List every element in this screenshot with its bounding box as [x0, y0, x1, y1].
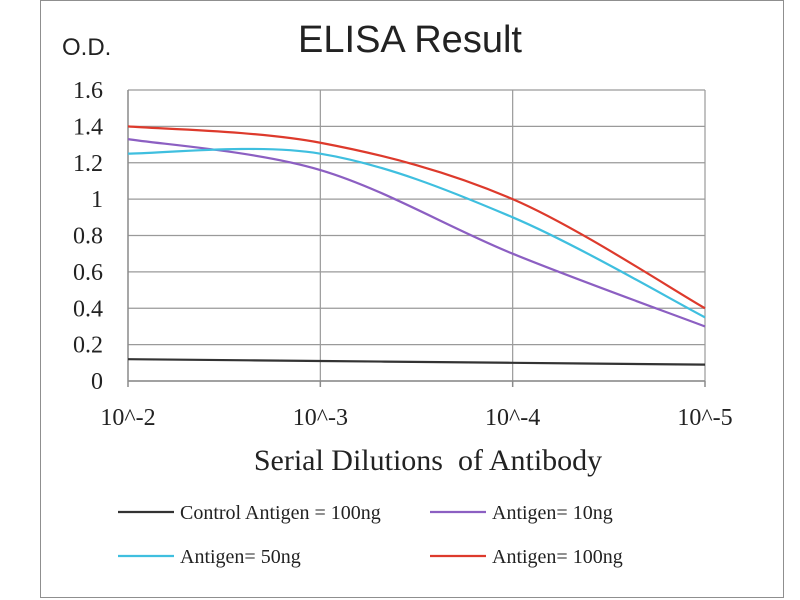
- legend-item: Antigen= 10ng: [430, 502, 613, 524]
- series-line-1: [127, 138, 706, 328]
- x-axis-label: Serial Dilutions of Antibody: [254, 444, 602, 477]
- y-tick-label: 1: [91, 187, 103, 213]
- chart-frame: [40, 0, 784, 598]
- series-lines: [127, 125, 706, 366]
- y-tick-label: 1.4: [73, 114, 103, 140]
- x-tick-label: 10^-2: [100, 405, 155, 431]
- legend-label: Antigen= 100ng: [492, 546, 623, 568]
- series-line-0: [127, 358, 706, 366]
- y-tick-label: 1.2: [73, 151, 103, 177]
- legend-label: Antigen= 10ng: [492, 502, 613, 524]
- legend: Control Antigen = 100ng Antigen= 10ng Anti…: [118, 502, 623, 568]
- x-tick-label: 10^-4: [485, 405, 540, 431]
- series-line-3: [127, 125, 706, 310]
- x-tick-label: 10^-3: [293, 405, 348, 431]
- legend-item: Antigen= 50ng: [118, 546, 301, 568]
- y-tick-label: 0.6: [73, 260, 103, 286]
- y-tick-label: 0: [91, 369, 103, 395]
- axes: [127, 90, 706, 387]
- series-line-2: [127, 147, 706, 319]
- chart-title: ELISA Result: [298, 19, 522, 61]
- gridlines: [128, 89, 706, 382]
- x-tick-label: 10^-5: [677, 405, 732, 431]
- y-tick-label: 0.8: [73, 224, 103, 250]
- y-tick-labels: 0 0.2 0.4 0.6 0.8 1 1.2 1.4 1.6: [73, 78, 103, 395]
- legend-item: Control Antigen = 100ng: [118, 502, 381, 524]
- legend-label: Antigen= 50ng: [180, 546, 301, 568]
- x-tick-labels: 10^-2 10^-3 10^-4 10^-5: [100, 405, 732, 431]
- y-tick-label: 0.2: [73, 333, 103, 359]
- legend-item: Antigen= 100ng: [430, 546, 623, 568]
- y-tick-label: 1.6: [73, 78, 103, 104]
- legend-label: Control Antigen = 100ng: [180, 502, 381, 524]
- y-axis-label: O.D.: [62, 34, 111, 61]
- y-tick-label: 0.4: [73, 296, 103, 322]
